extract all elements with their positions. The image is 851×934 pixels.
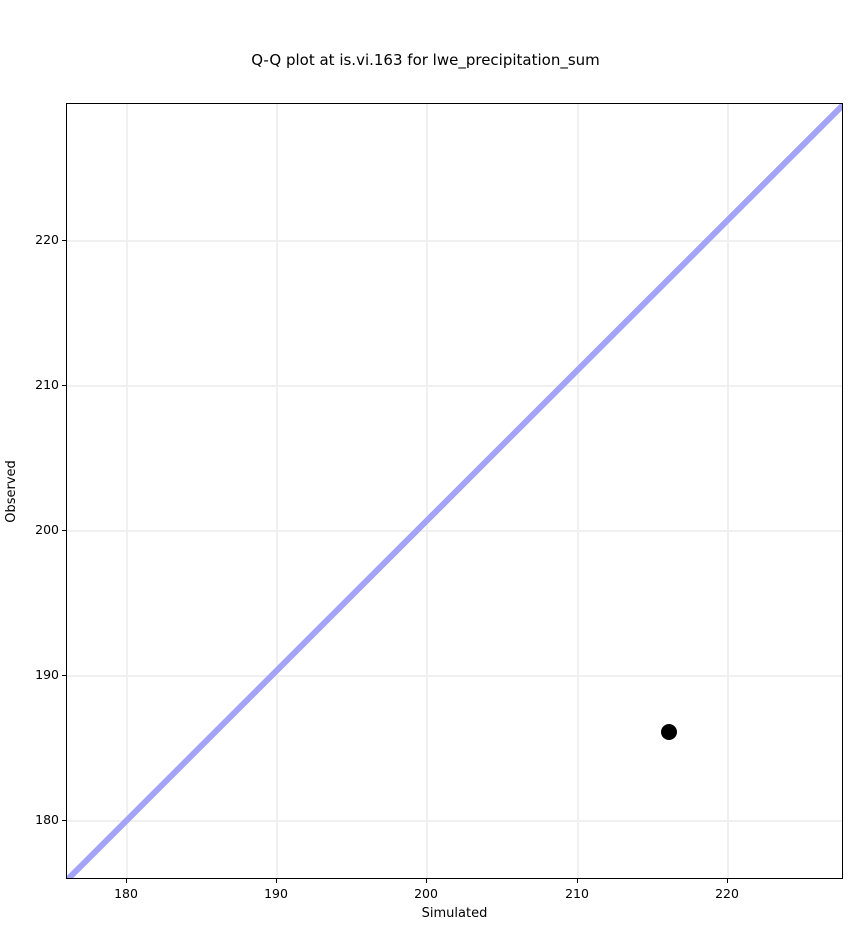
tick-label-y-180: 180 (35, 812, 59, 827)
tick-label-y-200: 200 (35, 522, 59, 537)
chart-title-line-1: Q-Q plot at is.vi.163 for lwe_precipitat… (251, 51, 600, 69)
gridline-horizontal-200 (67, 530, 842, 532)
tick-label-y-220: 220 (35, 232, 59, 247)
tick-x-210 (577, 879, 578, 883)
tick-label-x-220: 220 (715, 886, 739, 901)
reference-line (67, 104, 842, 878)
tick-label-x-200: 200 (414, 886, 438, 901)
tick-label-y-210: 210 (35, 377, 59, 392)
gridline-vertical-220 (727, 104, 729, 878)
data-point (661, 724, 677, 740)
tick-y-200 (62, 530, 66, 531)
gridline-horizontal-210 (67, 385, 842, 387)
tick-label-y-190: 190 (35, 667, 59, 682)
tick-y-210 (62, 385, 66, 386)
y-axis-label-text: Observed (3, 459, 19, 523)
tick-y-180 (62, 820, 66, 821)
x-axis-label: Simulated (421, 906, 488, 921)
gridline-vertical-180 (126, 104, 128, 878)
gridline-vertical-210 (577, 104, 579, 878)
tick-x-200 (426, 879, 427, 883)
gridline-horizontal-190 (67, 675, 842, 677)
tick-y-190 (62, 675, 66, 676)
tick-label-x-180: 180 (114, 886, 138, 901)
tick-x-180 (126, 879, 127, 883)
gridline-vertical-200 (426, 104, 428, 878)
gridline-horizontal-180 (67, 820, 842, 822)
tick-y-220 (62, 240, 66, 241)
gridline-horizontal-220 (67, 240, 842, 242)
tick-label-x-210: 210 (565, 886, 589, 901)
tick-x-190 (276, 879, 277, 883)
tick-x-220 (727, 879, 728, 883)
y-axis-label: Observed (0, 103, 22, 879)
gridline-vertical-190 (276, 104, 278, 878)
tick-label-x-190: 190 (264, 886, 288, 901)
plot-area (66, 103, 843, 879)
